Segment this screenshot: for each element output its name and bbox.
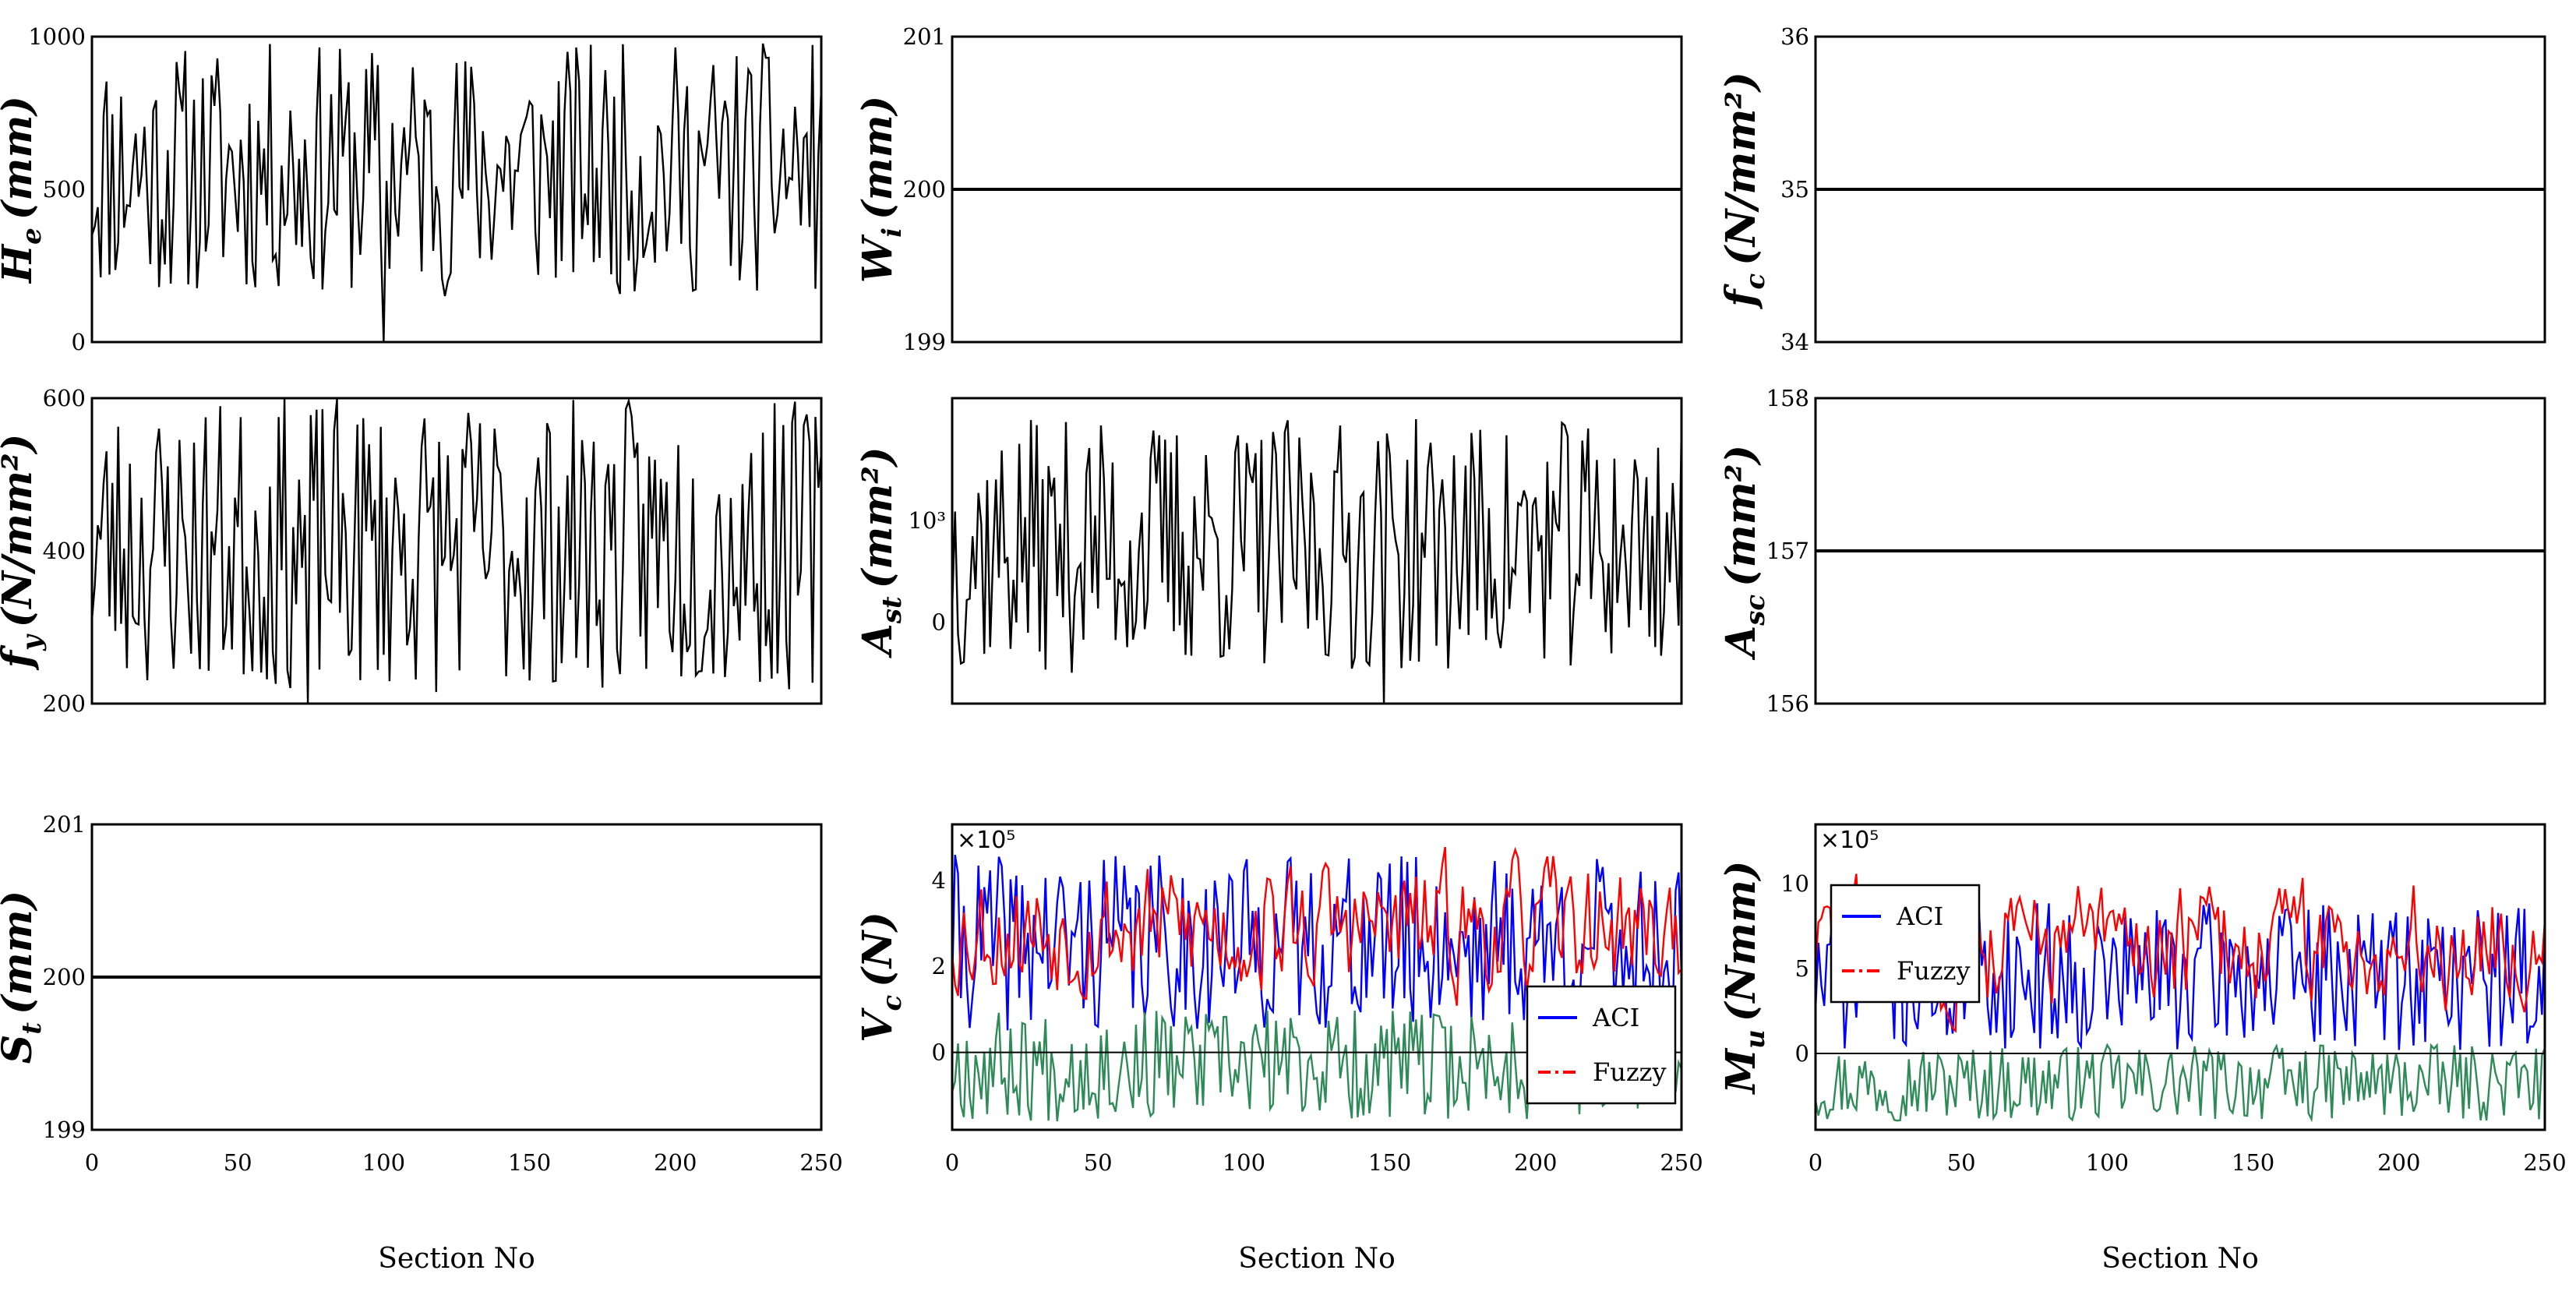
ytick-label-p8: 0 bbox=[932, 1039, 946, 1066]
axes-frame-p2 bbox=[951, 35, 1683, 344]
xtick-label-p9: 0 bbox=[1808, 1149, 1823, 1176]
subplot-p3: 34 35 36 fc(N/mm²) bbox=[1717, 23, 2546, 355]
ylabel-p6: Asc(mm²) bbox=[1717, 445, 1771, 661]
ylabel-p9: Mu(Nmm) bbox=[1717, 860, 1771, 1095]
axes-frame-p1 bbox=[90, 35, 823, 344]
ylabel-p5: Ast(mm²) bbox=[854, 446, 908, 658]
xtick-label-p7: 50 bbox=[224, 1149, 252, 1176]
axis-multiplier-p9: ×10⁵ bbox=[1820, 827, 1879, 854]
axes-frame-p5 bbox=[951, 397, 1683, 705]
xtick-label-p7: 0 bbox=[85, 1149, 99, 1176]
ytick-label-p9: 5 bbox=[1795, 955, 1809, 982]
ytick-label-p2: 200 bbox=[903, 176, 946, 203]
xlabel-p8: Section No bbox=[1238, 1243, 1396, 1275]
subplot-p9: 0 5 10 ×10⁵ 0 50 100 150 200 250 Section No Mu(Nmm)… bbox=[1717, 823, 2567, 1275]
ytick-label-p4: 400 bbox=[43, 538, 86, 564]
legend-label-aci: ACI bbox=[1896, 902, 1943, 931]
subplot-p6: 156 157 158 Asc(mm²) bbox=[1717, 385, 2546, 717]
subplot-p2: 199 200 201 Wi(mm) bbox=[854, 23, 1683, 355]
ytick-label-p2: 201 bbox=[903, 23, 946, 50]
ytick-label-p6: 156 bbox=[1766, 690, 1809, 717]
legend-p9: ACI Fuzzy bbox=[1830, 884, 1981, 1004]
xtick-label-p8: 200 bbox=[1514, 1149, 1557, 1176]
legend-label-fuzzy: Fuzzy bbox=[1897, 956, 1971, 986]
series-p8-aci bbox=[951, 855, 1683, 1031]
xtick-label-p8: 250 bbox=[1660, 1149, 1703, 1176]
ytick-label-p8: 4 bbox=[932, 867, 946, 894]
ytick-label-p1: 0 bbox=[72, 329, 86, 355]
ytick-label-p9: 0 bbox=[1795, 1040, 1809, 1067]
ylabel-p8: Vc(N) bbox=[854, 912, 908, 1043]
ytick-label-p8: 2 bbox=[932, 953, 946, 979]
axes-frame-p3 bbox=[1814, 35, 2546, 344]
ylabel-p3: fc(N/mm²) bbox=[1717, 72, 1771, 310]
xtick-label-p8: 150 bbox=[1368, 1149, 1411, 1176]
xtick-label-p7: 200 bbox=[654, 1149, 697, 1176]
series-p9-difference bbox=[1814, 1043, 2546, 1123]
series-p4-fy bbox=[90, 397, 823, 704]
ytick-label-p6: 157 bbox=[1766, 538, 1809, 564]
legend-box bbox=[1830, 884, 1981, 1004]
xtick-label-p9: 50 bbox=[1947, 1149, 1976, 1176]
subplot-p4: 200 400 600 fy(N/mm²) bbox=[0, 385, 823, 717]
subplot-p7: 199 200 201 0 50 100 150 200 250 Section No St(mm) bbox=[0, 811, 843, 1275]
ytick-label-p3: 34 bbox=[1780, 329, 1809, 355]
ytick-label-p7: 199 bbox=[43, 1117, 86, 1143]
ytick-label-p3: 36 bbox=[1780, 23, 1809, 50]
ylabel-p2: Wi(mm) bbox=[854, 96, 908, 284]
axes-frame-p8 bbox=[951, 823, 1683, 1131]
subplot-p1: 0 500 1000 He(mm) bbox=[0, 23, 823, 355]
xtick-label-p7: 100 bbox=[362, 1149, 405, 1176]
axes-frame-p6 bbox=[1814, 397, 2546, 705]
ytick-label-p5: 0 bbox=[932, 609, 946, 635]
subplot-p8: 0 2 4 ×10⁵ 0 50 100 150 200 250 Section No Vc(N) ACI… bbox=[854, 823, 1703, 1275]
ytick-label-p1: 500 bbox=[43, 176, 86, 203]
xtick-label-p8: 0 bbox=[945, 1149, 959, 1176]
ytick-label-p1: 1000 bbox=[28, 23, 86, 50]
legend-label-fuzzy: Fuzzy bbox=[1593, 1057, 1667, 1087]
xtick-label-p9: 200 bbox=[2377, 1149, 2420, 1176]
ytick-label-p7: 200 bbox=[43, 964, 86, 990]
xtick-label-p7: 250 bbox=[799, 1149, 842, 1176]
xtick-label-p8: 100 bbox=[1223, 1149, 1265, 1176]
ytick-label-p9: 10 bbox=[1780, 870, 1809, 897]
series-p8-fuzzy bbox=[951, 846, 1682, 1006]
xtick-label-p9: 250 bbox=[2523, 1149, 2566, 1176]
ytick-label-p4: 600 bbox=[43, 385, 86, 411]
xlabel-p7: Section No bbox=[378, 1243, 535, 1275]
legend-p8: ACI Fuzzy bbox=[1526, 985, 1677, 1105]
ylabel-p4: fy(N/mm²) bbox=[0, 434, 48, 672]
legend-label-aci: ACI bbox=[1592, 1003, 1639, 1032]
ytick-label-p3: 35 bbox=[1780, 176, 1809, 203]
legend-box bbox=[1526, 985, 1677, 1105]
ytick-label-p4: 200 bbox=[43, 690, 86, 717]
ylabel-p7: St(mm) bbox=[0, 891, 48, 1064]
axes-frame-p4 bbox=[90, 397, 823, 705]
axes-frame-p7 bbox=[90, 823, 823, 1131]
ytick-label-p7: 201 bbox=[43, 811, 86, 838]
xtick-label-p9: 100 bbox=[2086, 1149, 2129, 1176]
series-p1-he bbox=[90, 43, 823, 343]
ylabel-p1: He(mm) bbox=[0, 96, 48, 284]
xtick-label-p7: 150 bbox=[508, 1149, 551, 1176]
ytick-label-p5: 10³ bbox=[908, 507, 946, 534]
xtick-label-p8: 50 bbox=[1084, 1149, 1113, 1176]
axes-frame-p9 bbox=[1814, 823, 2546, 1131]
xlabel-p9: Section No bbox=[2101, 1243, 2259, 1275]
ytick-label-p6: 158 bbox=[1766, 385, 1809, 411]
xtick-label-p9: 150 bbox=[2232, 1149, 2274, 1176]
ytick-label-p2: 199 bbox=[903, 329, 946, 355]
series-p5-ast bbox=[951, 418, 1683, 704]
axis-multiplier-p8: ×10⁵ bbox=[957, 827, 1015, 854]
